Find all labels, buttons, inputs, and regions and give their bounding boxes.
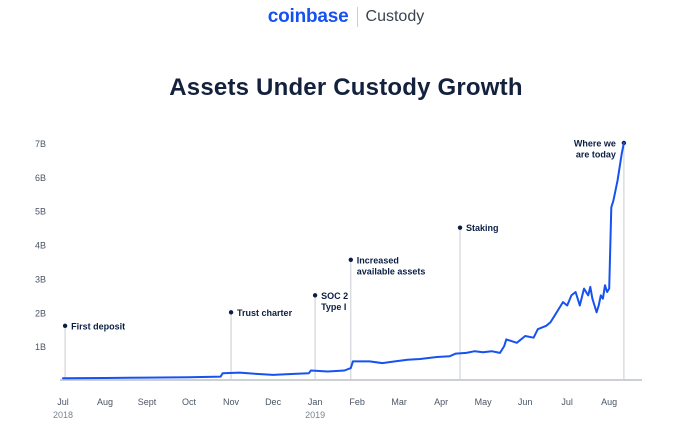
brand-product-label: Custody (365, 8, 425, 25)
x-tick-year-label: 2019 (305, 410, 325, 420)
x-tick-label: Jan (308, 397, 323, 407)
annotation-label: Where we (574, 139, 616, 149)
y-tick-label: 4B (35, 241, 46, 251)
x-tick-label: May (475, 397, 493, 407)
annotation-label: available assets (357, 266, 426, 276)
y-tick-label: 5B (35, 207, 46, 217)
y-tick-label: 7B (35, 139, 46, 149)
x-tick-year-label: 2018 (53, 410, 73, 420)
annotation-label: Staking (466, 223, 499, 233)
y-tick-label: 2B (35, 308, 46, 318)
annotation-label: First deposit (71, 321, 125, 331)
annotation-marker (457, 225, 463, 230)
x-tick-label: Sept (138, 397, 157, 407)
annotation-label: SOC 2 (321, 291, 348, 301)
x-tick-label: Jul (561, 397, 573, 407)
x-tick-label: Mar (391, 397, 407, 407)
x-tick-label: Jul (57, 397, 69, 407)
y-tick-label: 1B (35, 342, 46, 352)
x-tick-label: Nov (223, 397, 240, 407)
x-tick-label: Dec (265, 397, 282, 407)
annotation-label: Trust charter (237, 308, 293, 318)
brand-header: coinbase Custody (0, 6, 692, 28)
y-tick-label: 6B (35, 173, 46, 183)
x-tick-label: Feb (349, 397, 365, 407)
y-tick-label: 3B (35, 274, 46, 284)
annotation-label: Type I (321, 302, 346, 312)
x-tick-label: Oct (182, 397, 197, 407)
x-tick-label: Jun (518, 397, 533, 407)
annotation-marker (228, 310, 234, 315)
annotation-label: are today (576, 150, 616, 160)
x-tick-label: Aug (601, 397, 617, 407)
annotation-marker (312, 293, 318, 298)
chart-title: Assets Under Custody Growth (169, 74, 523, 101)
x-tick-label: Aug (97, 397, 113, 407)
coinbase-logo[interactable]: coinbase (267, 6, 349, 27)
x-tick-label: Apr (434, 397, 448, 407)
annotation-marker (348, 257, 354, 263)
annotation-marker (62, 323, 68, 329)
annotation-label: Increased (357, 255, 399, 265)
series-line-assets-under-custody (62, 142, 625, 380)
brand-divider (356, 7, 358, 27)
